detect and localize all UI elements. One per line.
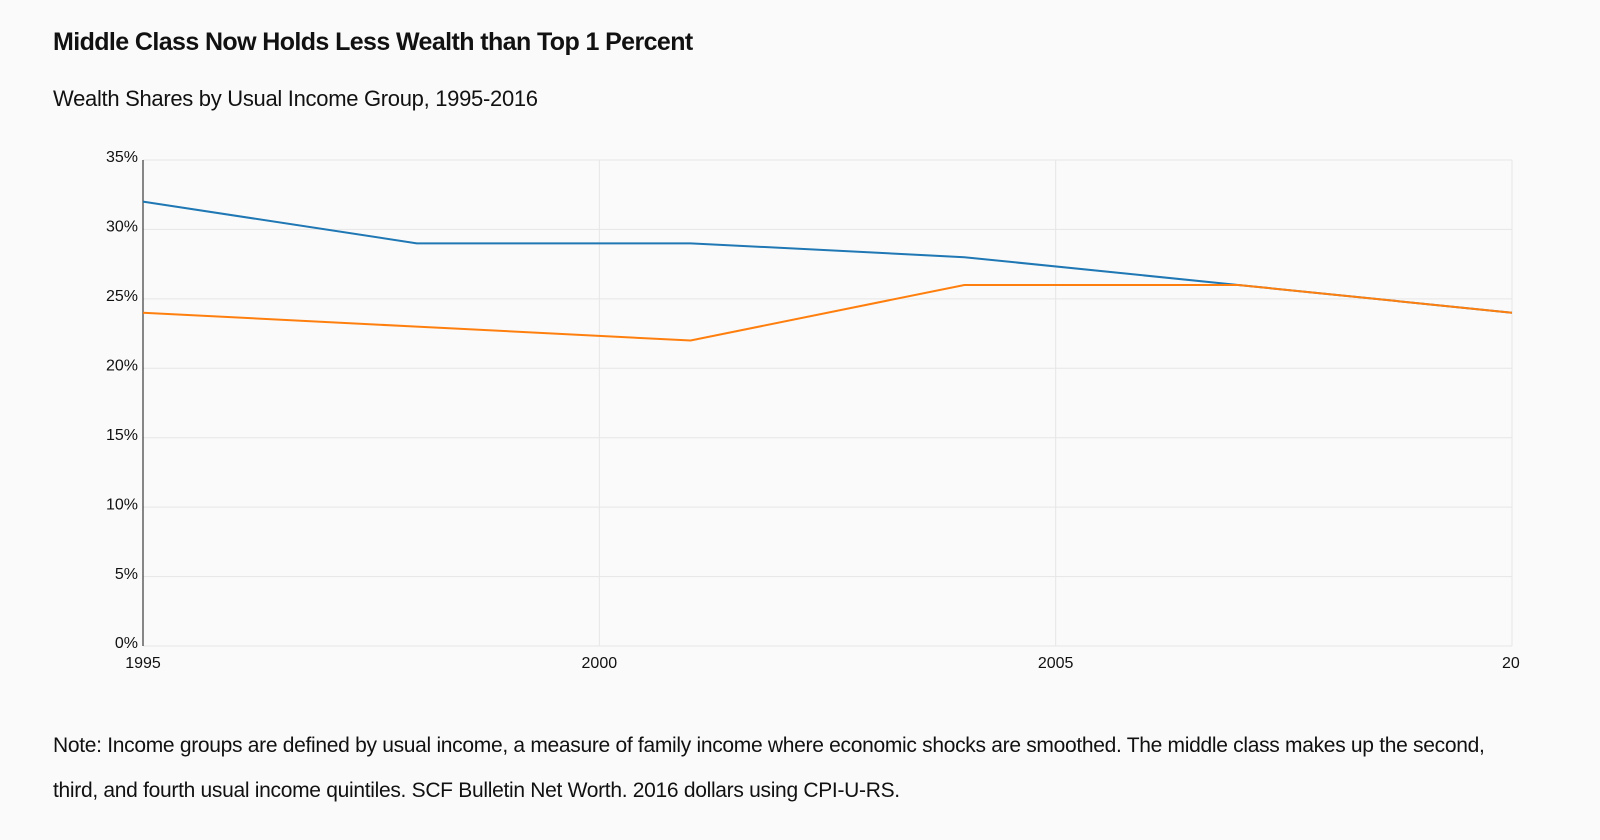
x-tick-label: 2005 [1038, 655, 1074, 672]
y-tick-label: 0% [115, 635, 138, 652]
y-tick-label: 10% [106, 496, 138, 513]
chart-note: Note: Income groups are defined by usual… [53, 734, 1485, 802]
data-line [142, 200, 1513, 314]
data-line [142, 283, 1513, 342]
chart-title: Middle Class Now Holds Less Wealth than … [53, 28, 693, 56]
x-tick-label: 20 [1502, 655, 1520, 672]
chart: 0% 5% 10% 15% 20% 25% 30% 35% 1995 2000 2005 20 [106, 149, 1520, 672]
x-tick-label: 1995 [125, 655, 161, 672]
y-tick-label: 30% [106, 219, 138, 236]
y-tick-label: 5% [115, 566, 138, 583]
chart-subtitle: Wealth Shares by Usual Income Group, 199… [53, 86, 538, 111]
y-tick-label: 15% [106, 427, 138, 444]
y-tick-label: 20% [106, 358, 138, 375]
x-tick-label: 2000 [582, 655, 618, 672]
y-tick-label: 35% [106, 149, 138, 166]
y-tick-label: 25% [106, 288, 138, 305]
